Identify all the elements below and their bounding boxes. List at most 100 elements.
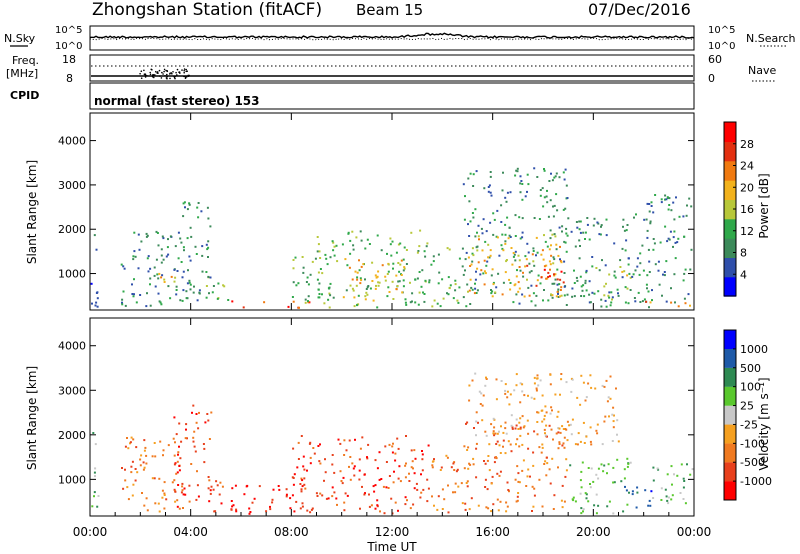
range-cell: [519, 434, 522, 437]
nave-point: [151, 74, 154, 76]
range-cell: [205, 243, 208, 246]
range-cell: [523, 394, 526, 397]
range-cell: [408, 472, 410, 475]
nave-point: [157, 72, 159, 74]
range-cell: [649, 301, 652, 304]
range-cell: [175, 293, 178, 296]
range-cell: [634, 269, 637, 272]
range-cell: [544, 405, 547, 408]
range-cell: [258, 485, 261, 488]
range-cell: [425, 245, 428, 248]
range-cell: [421, 450, 423, 452]
range-cell: [420, 491, 423, 494]
y-tick-label: 1000: [58, 268, 86, 281]
range-cell: [139, 464, 142, 467]
range-cell: [603, 285, 606, 288]
range-cell: [483, 270, 486, 273]
range-cell: [626, 224, 629, 226]
range-cell: [537, 411, 540, 414]
range-cell: [565, 184, 568, 187]
range-cell: [198, 292, 201, 295]
range-cell: [593, 292, 596, 295]
range-cell: [523, 425, 526, 428]
range-cell: [181, 482, 184, 485]
range-cell: [504, 392, 507, 395]
range-cell: [372, 485, 375, 488]
range-cell: [519, 175, 522, 178]
range-cell: [492, 417, 495, 420]
range-cell: [591, 265, 594, 268]
range-cell: [611, 296, 614, 299]
range-cell: [595, 493, 598, 496]
nave-point: [155, 70, 157, 73]
range-cell: [469, 172, 472, 175]
range-cell: [538, 446, 541, 449]
range-cell: [556, 278, 559, 281]
range-cell: [549, 229, 552, 232]
range-cell: [154, 502, 157, 505]
range-cell: [495, 235, 498, 238]
range-cell: [499, 470, 502, 473]
range-cell: [476, 231, 478, 234]
range-cell: [378, 478, 381, 481]
range-cell: [418, 245, 421, 248]
range-cell: [413, 449, 416, 452]
range-cell: [210, 411, 213, 414]
range-cell: [532, 247, 535, 250]
range-cell: [597, 290, 600, 293]
range-cell: [143, 439, 146, 442]
range-cell: [358, 259, 360, 262]
range-cell: [198, 411, 200, 414]
colorbar-tick-label: -1000: [740, 475, 772, 488]
range-cell: [635, 506, 638, 509]
range-cell: [667, 237, 670, 240]
range-cell: [641, 300, 644, 303]
range-cell: [578, 228, 581, 231]
range-cell: [472, 254, 475, 257]
range-cell: [517, 281, 520, 284]
colorbar-tick-label: 500: [740, 362, 761, 375]
range-cell: [574, 443, 577, 446]
range-cell: [650, 205, 653, 207]
range-cell: [491, 268, 494, 271]
range-cell: [442, 297, 445, 300]
range-cell: [616, 433, 618, 436]
range-cell: [197, 427, 200, 430]
range-cell: [604, 415, 607, 418]
range-cell: [483, 187, 486, 190]
range-cell: [397, 243, 400, 246]
range-cell: [652, 479, 655, 482]
range-cell: [377, 284, 380, 287]
range-cell: [506, 396, 509, 399]
range-cell: [527, 394, 529, 397]
range-cell: [548, 180, 551, 182]
range-cell: [605, 234, 608, 237]
range-cell: [134, 255, 137, 258]
range-cell: [682, 498, 685, 500]
colorbar-swatch: [724, 218, 736, 239]
range-cell: [207, 476, 210, 478]
range-cell: [553, 204, 556, 207]
range-cell: [196, 206, 199, 209]
range-cell: [474, 282, 476, 285]
range-cell: [143, 466, 146, 469]
range-cell: [216, 297, 219, 300]
range-cell: [170, 275, 173, 278]
range-cell: [140, 240, 143, 243]
colorbar-swatch: [724, 424, 736, 444]
range-cell: [189, 259, 192, 262]
range-cell: [480, 269, 483, 272]
range-cell: [177, 257, 180, 260]
range-cell: [249, 511, 252, 513]
range-cell: [310, 508, 313, 511]
range-cell: [177, 231, 180, 234]
date-label: 07/Dec/2016: [588, 0, 691, 19]
range-cell: [133, 278, 135, 281]
range-cell: [335, 497, 338, 500]
range-cell: [413, 472, 416, 475]
range-cell: [508, 490, 510, 493]
range-cell: [207, 246, 210, 249]
y-tick-label: 1000: [58, 473, 86, 486]
range-cell: [196, 470, 198, 473]
range-cell: [380, 478, 383, 480]
